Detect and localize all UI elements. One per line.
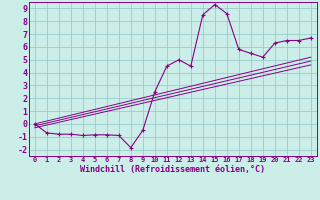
X-axis label: Windchill (Refroidissement éolien,°C): Windchill (Refroidissement éolien,°C): [80, 165, 265, 174]
